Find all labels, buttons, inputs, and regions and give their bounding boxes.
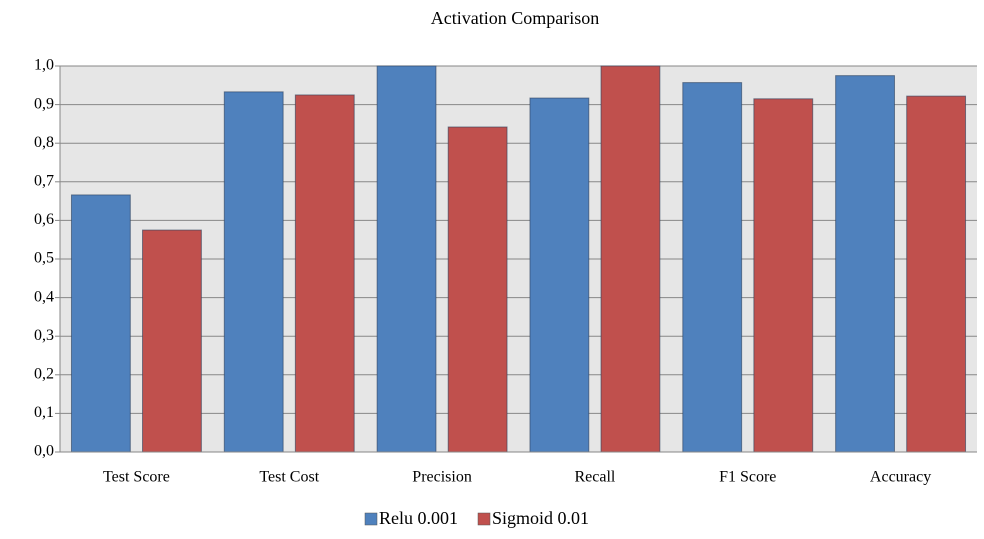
bar — [223, 91, 284, 453]
y-tick-label: 0,8 — [34, 134, 54, 151]
bar — [70, 194, 131, 453]
bar — [447, 126, 508, 453]
legend-swatch — [477, 512, 491, 526]
y-tick-label: 0,4 — [34, 288, 54, 305]
bar — [600, 65, 661, 453]
bar — [835, 75, 895, 453]
chart-title: Activation Comparison — [431, 8, 599, 28]
bar — [682, 82, 743, 453]
y-tick-label: 0,9 — [34, 95, 54, 112]
legend-swatch — [364, 512, 378, 526]
x-tick-label: Test Score — [103, 469, 170, 486]
legend-label: Sigmoid 0.01 — [492, 508, 589, 528]
x-tick-label: F1 Score — [719, 469, 776, 486]
y-tick-label: 1,0 — [34, 57, 54, 74]
bar — [753, 98, 814, 453]
x-tick-label: Recall — [574, 469, 615, 486]
y-tick-label: 0,5 — [34, 250, 54, 267]
bar — [906, 95, 967, 453]
y-tick-label: 0,7 — [34, 172, 54, 189]
x-tick-label: Test Cost — [259, 469, 319, 486]
y-tick-label: 0,3 — [34, 327, 54, 344]
y-tick-label: 0,1 — [34, 404, 54, 421]
bar — [376, 65, 437, 453]
x-tick-label: Accuracy — [870, 469, 931, 486]
legend-label: Relu 0.001 — [379, 508, 458, 528]
bar — [529, 97, 590, 453]
y-tick-label: 0,6 — [34, 211, 54, 228]
bar — [142, 229, 202, 453]
y-tick-label: 0,2 — [34, 365, 54, 382]
bar — [294, 94, 355, 453]
x-tick-label: Precision — [412, 469, 472, 486]
y-tick-label: 0,0 — [34, 443, 54, 460]
